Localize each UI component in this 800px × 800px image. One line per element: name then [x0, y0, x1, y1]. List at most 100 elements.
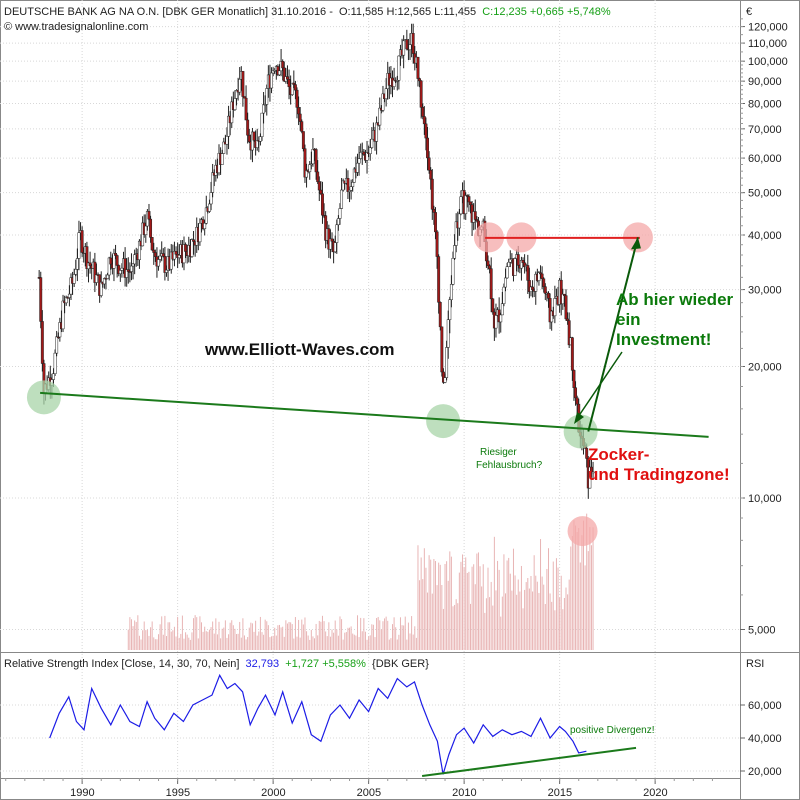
candle-body: [574, 387, 577, 399]
candle-body: [99, 281, 103, 296]
candle-body: [319, 189, 323, 195]
candle-body: [204, 207, 208, 224]
candle-body: [408, 44, 412, 51]
candle-body: [303, 148, 307, 178]
candle-body: [435, 231, 439, 257]
support-circle: [563, 414, 598, 449]
candle-body: [75, 258, 79, 270]
candle-body: [499, 314, 503, 323]
candle-body: [575, 397, 579, 405]
website-annotation: www.Elliott-Waves.com: [204, 340, 395, 359]
candle-body: [104, 278, 108, 280]
candle-body: [147, 211, 151, 220]
candle-body: [418, 78, 422, 82]
candle-body: [368, 147, 372, 155]
candle-body: [434, 212, 437, 233]
candle-body: [585, 448, 589, 459]
candle-body: [211, 172, 215, 193]
price-tick-label: 30,000: [748, 285, 782, 297]
candle-body: [153, 252, 157, 257]
annotation-pointer-head: [574, 412, 584, 424]
candle-body: [505, 266, 509, 279]
candle-body: [340, 189, 344, 209]
candle-body: [67, 293, 71, 298]
candle-body: [513, 258, 517, 276]
candle-body: [208, 203, 211, 212]
candle-body: [174, 251, 178, 255]
highlight-circles: [26, 222, 653, 547]
candle-body: [553, 298, 557, 317]
candle-body: [451, 258, 455, 285]
price-tick-label: 20,000: [748, 362, 782, 374]
price-tick-label: 70,000: [748, 124, 782, 136]
candle-body: [144, 225, 148, 235]
candle-body: [72, 274, 76, 284]
price-candles: [37, 23, 595, 499]
candle-body: [570, 337, 574, 371]
candle-body: [507, 261, 511, 267]
candle-body: [494, 315, 498, 329]
candle-body: [301, 131, 305, 149]
candle-body: [432, 209, 436, 213]
divergence-line: [421, 746, 637, 777]
candle-body: [449, 284, 453, 300]
investment-arrow-head: [630, 237, 641, 250]
currency-label: €: [746, 6, 752, 18]
header-close-change: C:12,235 +0,665 +5,748%: [482, 6, 611, 18]
candle-body: [338, 208, 342, 219]
candle-body: [190, 239, 194, 257]
candle-body: [422, 116, 426, 125]
candle-body: [357, 158, 361, 164]
candle-body: [405, 39, 409, 50]
candle-body: [473, 211, 477, 220]
candle-body: [209, 192, 213, 205]
candle-body: [95, 274, 98, 283]
candle-body: [566, 318, 570, 321]
time-axis: 1990 1995 2000 2005 2010 2015 2020: [5, 778, 713, 799]
candle-body: [270, 72, 273, 89]
candle-body: [500, 303, 504, 316]
candle-body: [281, 61, 285, 69]
support-circle: [26, 380, 61, 415]
candle-body: [112, 252, 116, 269]
candle-body: [114, 252, 118, 256]
candle-body: [262, 104, 266, 114]
candle-body: [540, 273, 544, 280]
candle-body: [438, 302, 442, 328]
candle-body: [448, 299, 452, 320]
candle-body: [133, 254, 137, 265]
candle-body: [244, 97, 248, 121]
candle-body: [392, 79, 396, 87]
candle-body: [157, 259, 160, 267]
candle-body: [287, 79, 291, 88]
candle-body: [149, 218, 153, 238]
candle-body: [118, 270, 122, 275]
candle-body: [321, 193, 324, 216]
candle-body: [241, 71, 245, 97]
candle-body: [467, 196, 471, 203]
candle-body: [137, 240, 141, 260]
candle-body: [572, 370, 576, 388]
rsi-axis-label: RSI: [746, 658, 764, 670]
candle-body: [317, 181, 321, 191]
candle-body: [238, 78, 242, 93]
resistance-circle: [567, 516, 598, 547]
candle-body: [402, 40, 406, 56]
candle-body: [457, 213, 461, 229]
candle-body: [198, 222, 202, 243]
candle-body: [260, 112, 264, 137]
candle-body: [427, 157, 431, 171]
investment-line-2: ein: [616, 310, 641, 329]
rsi-value: 32,793: [245, 658, 279, 670]
candle-body: [74, 269, 78, 275]
candle-body: [346, 178, 350, 192]
candle-body: [335, 224, 339, 243]
candle-body: [247, 134, 251, 143]
candle-body: [184, 244, 188, 252]
rsi-tick-label: 20,000: [748, 766, 782, 778]
candle-body: [424, 123, 428, 139]
candle-body: [106, 274, 110, 279]
candle-body: [225, 136, 229, 145]
fehlausbruch-line-1: Riesiger: [480, 447, 517, 458]
candle-body: [64, 297, 68, 304]
